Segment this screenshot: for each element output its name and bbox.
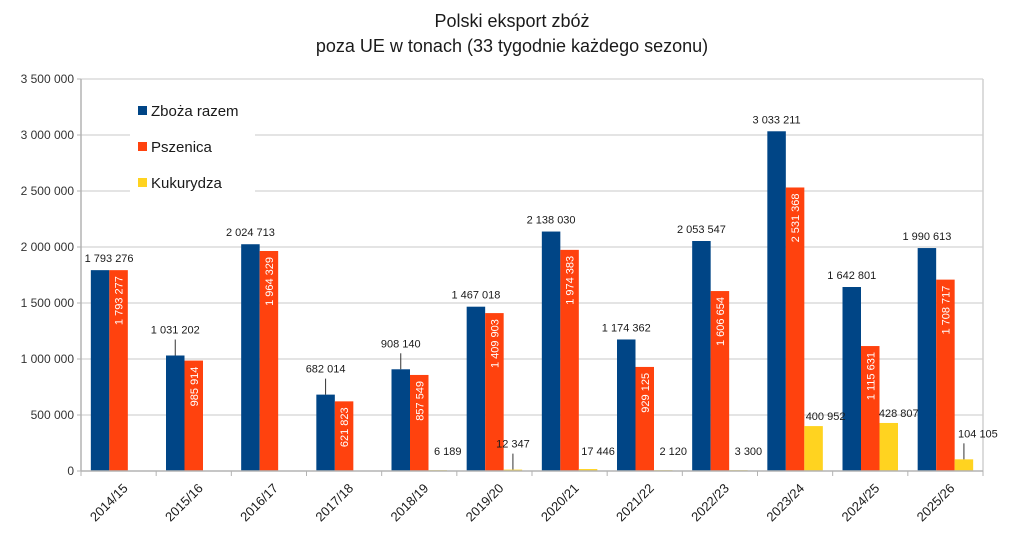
y-tick-label: 500 000 xyxy=(31,408,75,422)
data-labels: 1 793 276 1 793 277 1 031 202 985 914 2 024 … xyxy=(85,114,998,470)
bar-zboa-razem xyxy=(241,244,260,471)
legend-swatch xyxy=(138,106,147,115)
data-label: 1 793 277 xyxy=(114,276,126,325)
x-tick-label: 2016/17 xyxy=(237,481,281,525)
data-label: 1 708 717 xyxy=(940,286,952,335)
bar-zboa-razem xyxy=(90,270,110,471)
y-tick-label: 3 500 000 xyxy=(21,72,75,86)
data-label: 400 952 xyxy=(806,411,846,423)
x-tick-label: 2023/24 xyxy=(763,481,807,525)
y-tick-label: 2 500 000 xyxy=(21,184,75,198)
x-tick-label: 2018/19 xyxy=(388,481,432,525)
legend-label: Zboża razem xyxy=(151,103,239,120)
y-tick-label: 3 000 000 xyxy=(21,128,75,142)
bar-zboa-razem xyxy=(391,369,410,471)
y-tick-label: 1 500 000 xyxy=(21,296,75,310)
legend-swatch xyxy=(138,178,147,187)
x-tick-label: 2015/16 xyxy=(162,481,206,525)
bar-kukurydza xyxy=(954,459,974,471)
bars xyxy=(90,131,974,471)
y-tick-label: 0 xyxy=(67,464,74,478)
bar-zboa-razem xyxy=(617,339,636,471)
bar-pszenica xyxy=(785,187,805,471)
chart-title-line-2: poza UE w tonach (33 tygodnie każdego se… xyxy=(316,36,708,56)
x-tick-label: 2022/23 xyxy=(688,481,732,525)
bar-zboa-razem xyxy=(166,355,185,471)
y-tick-label: 2 000 000 xyxy=(21,240,75,254)
bar-kukurydza xyxy=(804,426,823,471)
data-label: 1 409 903 xyxy=(489,319,501,368)
bar-zboa-razem xyxy=(692,241,711,471)
data-label: 1 974 383 xyxy=(565,256,577,305)
legend-swatch xyxy=(138,142,147,151)
bar-pszenica xyxy=(936,279,955,471)
y-tick-label: 1 000 000 xyxy=(21,352,75,366)
chart-title: Polski eksport zbóż poza UE w tonach (33… xyxy=(316,11,708,56)
legend: Zboża razem Pszenica Kukurydza xyxy=(130,95,255,200)
data-label: 908 140 xyxy=(381,338,421,350)
data-label: 929 125 xyxy=(640,373,652,413)
bar-pszenica xyxy=(410,374,429,471)
x-tick-label: 2019/20 xyxy=(463,481,507,525)
bar-pszenica xyxy=(184,360,203,471)
bar-pszenica xyxy=(109,270,128,471)
data-label: 1 467 018 xyxy=(451,290,500,302)
data-label: 1 115 631 xyxy=(865,352,877,400)
data-label: 17 446 xyxy=(581,446,615,458)
bar-pszenica xyxy=(485,313,504,471)
legend-background xyxy=(130,95,255,200)
bar-zboa-razem xyxy=(466,306,486,471)
data-label: 6 189 xyxy=(434,446,462,458)
bar-kukurydza xyxy=(578,469,598,471)
data-label: 428 807 xyxy=(879,408,919,420)
x-axis: 2014/15 2015/16 2016/17 2017/18 2018/19 2019/… xyxy=(80,470,984,525)
bar-pszenica xyxy=(334,401,354,471)
bar-pszenica xyxy=(259,250,279,471)
bar-pszenica xyxy=(710,291,730,471)
bar-zboa-razem xyxy=(316,394,335,471)
bar-pszenica xyxy=(635,366,654,471)
x-tick-label: 2021/22 xyxy=(613,481,657,525)
data-label: 2 531 368 xyxy=(790,193,802,242)
data-label: 682 014 xyxy=(306,364,346,376)
data-label: 1 964 329 xyxy=(264,257,276,306)
bar-zboa-razem xyxy=(917,248,937,471)
data-label: 3 033 211 xyxy=(753,114,801,126)
data-label: 1 031 202 xyxy=(151,325,200,337)
bar-zboa-razem xyxy=(541,231,561,471)
bar-pszenica xyxy=(560,249,579,471)
bar-zboa-razem xyxy=(842,287,861,471)
y-axis: 0 500 000 1 000 000 1 500 000 2 000 000 2 500… xyxy=(21,72,82,478)
data-label: 1 990 613 xyxy=(902,231,951,243)
data-label: 2 053 547 xyxy=(677,224,726,236)
x-tick-label: 2024/25 xyxy=(839,481,883,525)
bar-kukurydza xyxy=(879,422,898,471)
data-label: 1 642 801 xyxy=(827,270,876,282)
data-label: 985 914 xyxy=(189,367,201,407)
legend-label: Kukurydza xyxy=(151,175,223,192)
data-label: 2 024 713 xyxy=(226,227,275,239)
x-tick-label: 2017/18 xyxy=(312,481,356,525)
data-label: 12 347 xyxy=(496,439,530,451)
chart-title-line-1: Polski eksport zbóż xyxy=(434,11,589,31)
data-label: 1 606 654 xyxy=(715,297,727,346)
legend-label: Pszenica xyxy=(151,139,213,156)
data-label: 1 793 276 xyxy=(85,253,134,265)
data-label: 2 120 xyxy=(659,446,687,458)
data-label: 1 174 362 xyxy=(602,322,651,334)
data-label: 2 138 030 xyxy=(527,215,576,227)
data-label: 3 300 xyxy=(735,446,763,458)
data-label: 104 105 xyxy=(958,428,998,440)
x-tick-label: 2014/15 xyxy=(87,481,131,525)
bar-zboa-razem xyxy=(767,131,786,471)
x-tick-label: 2025/26 xyxy=(914,481,958,525)
data-label: 857 549 xyxy=(414,381,426,421)
data-label: 621 823 xyxy=(339,407,351,447)
x-tick-label: 2020/21 xyxy=(538,481,582,525)
bar-pszenica xyxy=(861,346,880,471)
